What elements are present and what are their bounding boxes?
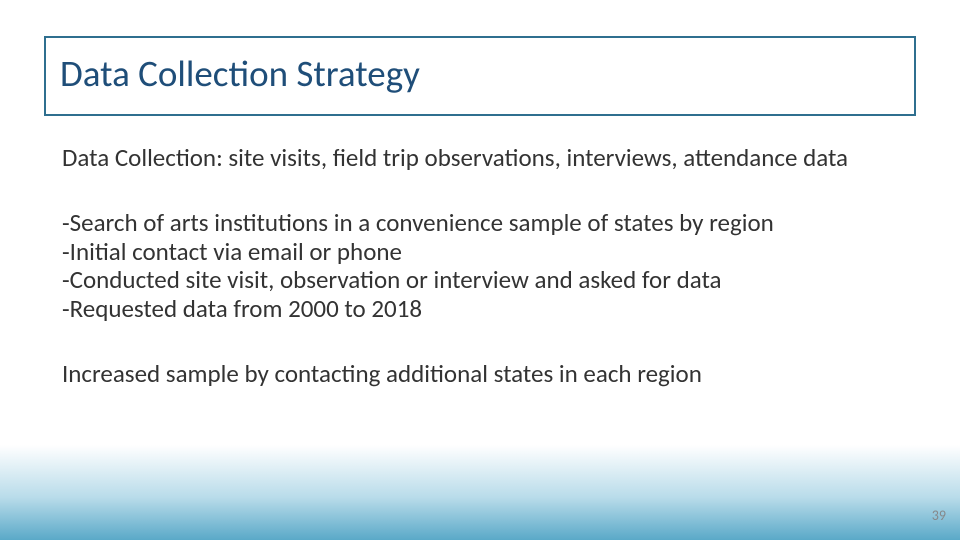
body-paragraph: Data Collection: site visits, field trip… — [62, 144, 882, 173]
body-paragraph: Increased sample by contacting additiona… — [62, 360, 882, 389]
body-paragraph: -Requested data from 2000 to 2018 — [62, 295, 882, 324]
body-paragraph: -Search of arts institutions in a conven… — [62, 209, 882, 238]
body-paragraph: -Conducted site visit, observation or in… — [62, 266, 882, 295]
slide-title: Data Collection Strategy — [46, 38, 914, 95]
title-box: Data Collection Strategy — [44, 36, 916, 116]
body-paragraph: -Initial contact via email or phone — [62, 238, 882, 267]
body-text-area: Data Collection: site visits, field trip… — [62, 144, 882, 389]
bottom-gradient — [0, 445, 960, 540]
page-number: 39 — [932, 507, 946, 524]
